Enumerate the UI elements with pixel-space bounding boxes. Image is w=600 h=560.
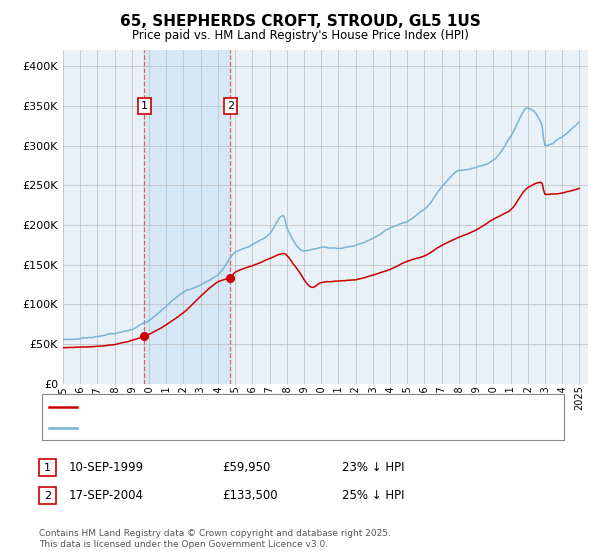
Text: 1: 1 [44, 463, 51, 473]
Text: Price paid vs. HM Land Registry's House Price Index (HPI): Price paid vs. HM Land Registry's House … [131, 29, 469, 42]
Text: 25% ↓ HPI: 25% ↓ HPI [342, 489, 404, 502]
Text: 2: 2 [44, 491, 51, 501]
Text: Contains HM Land Registry data © Crown copyright and database right 2025.
This d: Contains HM Land Registry data © Crown c… [39, 529, 391, 549]
Text: 10-SEP-1999: 10-SEP-1999 [69, 461, 144, 474]
Text: 65, SHEPHERDS CROFT, STROUD, GL5 1US: 65, SHEPHERDS CROFT, STROUD, GL5 1US [119, 14, 481, 29]
Text: 2: 2 [227, 101, 234, 111]
Text: 17-SEP-2004: 17-SEP-2004 [69, 489, 144, 502]
Text: 1: 1 [141, 101, 148, 111]
Bar [144, 50, 230, 384]
Text: 65, SHEPHERDS CROFT, STROUD, GL5 1US (semi-detached house): 65, SHEPHERDS CROFT, STROUD, GL5 1US (se… [81, 402, 427, 412]
Text: £133,500: £133,500 [222, 489, 278, 502]
Text: HPI: Average price, semi-detached house, Stroud: HPI: Average price, semi-detached house,… [81, 423, 337, 433]
Text: £59,950: £59,950 [222, 461, 271, 474]
Text: 23% ↓ HPI: 23% ↓ HPI [342, 461, 404, 474]
